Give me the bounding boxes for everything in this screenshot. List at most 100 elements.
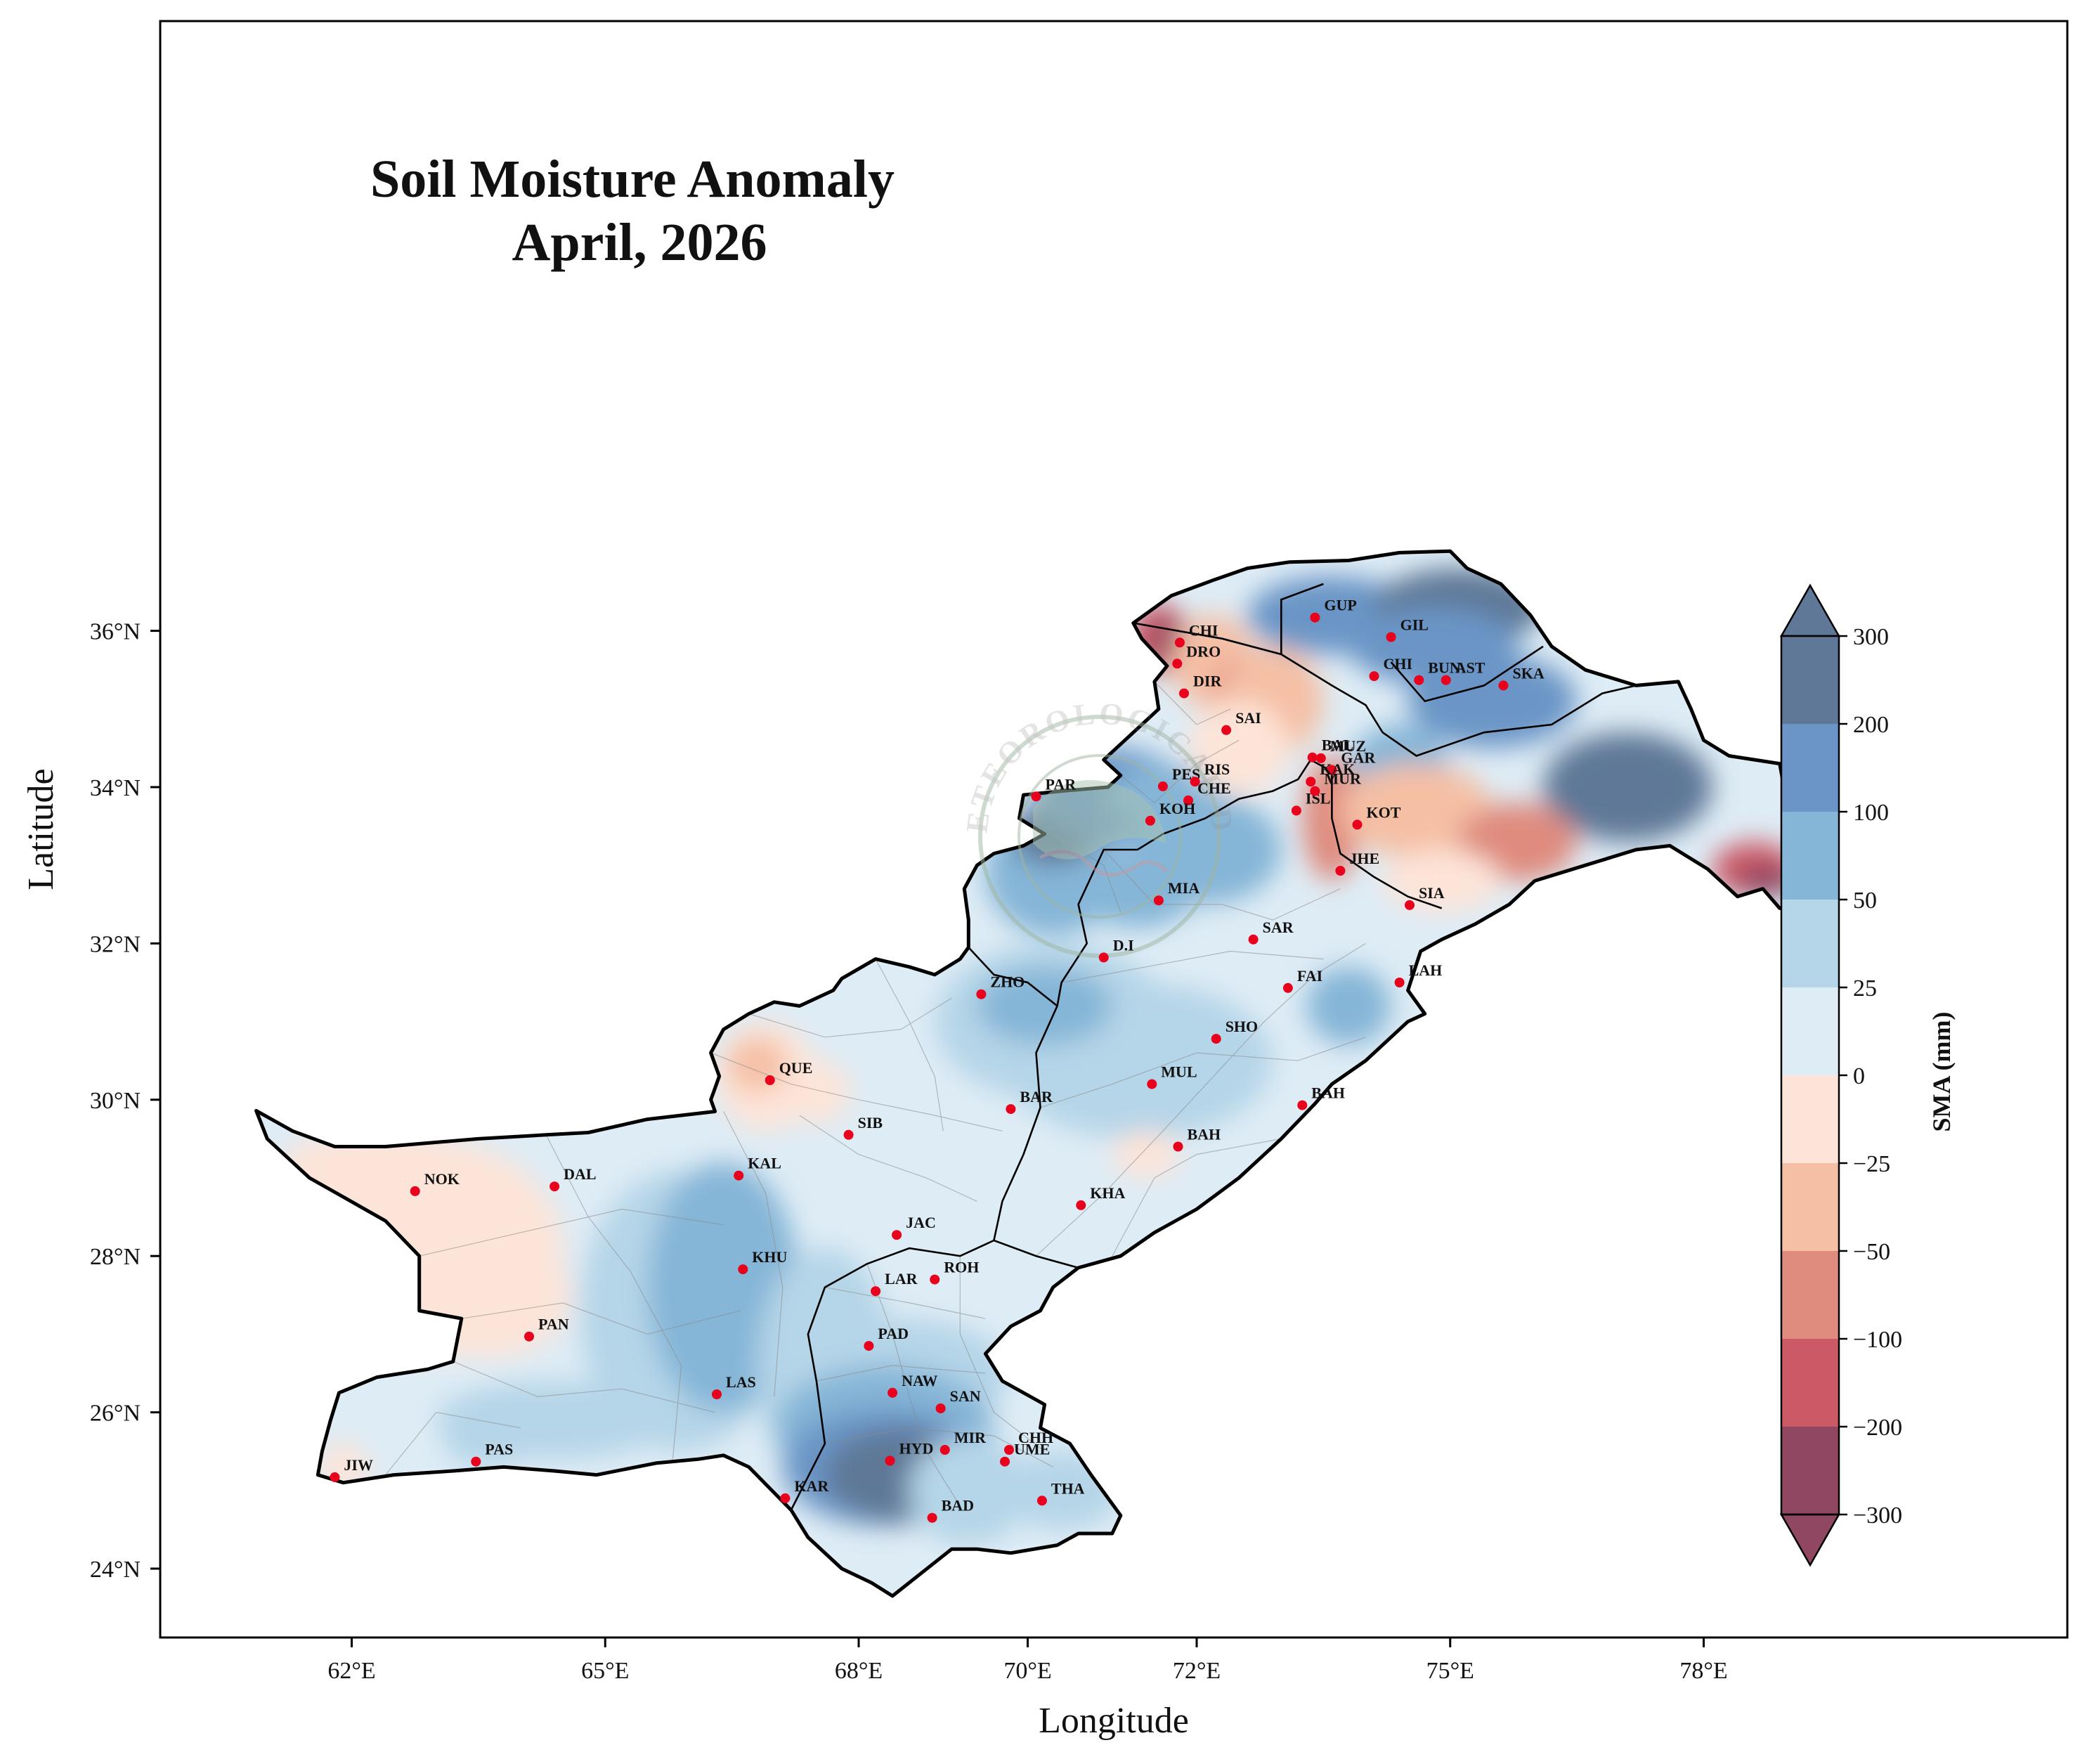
station-marker: THA [1036,1479,1085,1506]
station-label: PAD [878,1325,909,1342]
station-label: SAI [1235,709,1261,727]
station-label: KAL [748,1155,781,1172]
station-dot [1036,1496,1047,1506]
colorbar-segment [1781,1251,1839,1340]
station-marker: NOK [410,1170,460,1196]
station-marker: BAD [927,1497,974,1523]
district-boundaries [385,681,1366,1507]
station-dot [765,1075,775,1085]
station-label: BAH [1188,1126,1221,1143]
station-label: KAR [794,1477,829,1495]
station-label: KOT [1367,803,1401,821]
colorbar-segment [1781,900,1839,988]
y-tick-label: 28°N [90,1244,141,1270]
station-label: FAI [1297,967,1322,985]
station-dot [885,1455,895,1466]
station-label: NAW [902,1372,937,1389]
station-dot [927,1512,937,1523]
station-label: MIR [954,1429,987,1446]
station-label: CHI [1384,655,1413,673]
station-label: LAS [726,1373,756,1391]
station-label: MUZ [1330,737,1366,755]
station-dot [1369,671,1379,682]
station-marker: ISL [1291,789,1330,816]
station-label: D.I [1113,936,1134,954]
colorbar-tick-label: 200 [1853,712,1889,738]
station-label: SIB [858,1114,883,1131]
colorbar-tick-label: −300 [1853,1503,1902,1529]
station-marker: ROH [930,1259,979,1285]
station-dot [1172,659,1183,669]
station-dot [1310,612,1320,623]
station-marker: BAH [1173,1126,1221,1152]
colorbar-title: SMA (mm) [1927,1012,1956,1132]
station-dot [1174,637,1185,648]
station-marker: CHE [1183,779,1231,805]
map-title: Soil Moisture Anomaly [370,150,895,209]
station-dot [1307,752,1318,763]
station-marker: AST [1441,659,1485,685]
station-marker: SAI [1221,709,1261,735]
station-label: DAL [564,1165,596,1183]
station-label: RIS [1204,760,1230,778]
station-dot [1441,675,1451,685]
station-marker: LAS [712,1373,756,1399]
station-marker: SKA [1498,664,1545,691]
station-label: KOH [1159,800,1195,817]
station-label: CHE [1197,779,1231,797]
station-label: PAR [1046,775,1077,793]
station-dot [738,1264,748,1275]
station-marker: BAL [1307,737,1353,763]
station-label: SHO [1225,1018,1258,1035]
station-marker: GUP [1310,597,1357,623]
station-dot [1291,805,1301,816]
y-axis-ticks: 36°N 34°N 32°N 30°N 28°N 26°N 24°N [90,619,160,1583]
station-marker: MUR [1310,770,1362,796]
station-marker: PAR [1031,775,1077,802]
colorbar-tick-label: 100 [1853,800,1889,826]
station-label: JAC [906,1214,936,1231]
station-marker: QUE [765,1059,813,1085]
station-marker: KHU [738,1248,788,1275]
station-dot [1414,675,1424,685]
station-marker: SIB [843,1114,883,1140]
station-dot [888,1387,898,1398]
station-marker: SIA [1405,884,1445,910]
station-label: JIW [344,1456,373,1474]
station-dot [1386,632,1396,642]
station-dot [1394,978,1405,987]
station-label: JHE [1349,850,1379,867]
station-label: GIL [1400,616,1429,634]
station-marker: JHE [1335,850,1379,876]
colorbar-segment [1781,636,1839,725]
station-marker: JAC [892,1214,936,1240]
station-dot [330,1472,340,1482]
station-label: SAN [950,1387,981,1405]
colorbar-tick-label: 300 [1853,624,1889,650]
x-axis-title: Longitude [1039,1701,1189,1741]
station-marker: MIA [1153,879,1199,906]
station-dot [1327,765,1337,775]
x-tick-label: 62°E [327,1658,375,1684]
station-dot [1183,795,1193,805]
station-dot [892,1230,902,1240]
station-dot [1310,786,1320,796]
station-marker: PAN [524,1316,569,1342]
station-dot [930,1274,940,1285]
station-label: DIR [1193,673,1222,690]
station-label: LAH [1409,961,1443,979]
y-tick-label: 36°N [90,619,141,645]
station-dot [734,1170,744,1181]
station-label: CHI [1189,621,1218,639]
station-label: QUE [779,1059,813,1077]
x-tick-label: 65°E [581,1658,629,1684]
colorbar-segment [1781,987,1839,1076]
station-marker: KAL [734,1155,781,1181]
station-label: KHA [1090,1184,1125,1202]
station-label: BAR [1020,1088,1053,1105]
station-marker: HYD [885,1440,933,1466]
colorbar-tick-label: 25 [1853,975,1877,1001]
station-label: GAR [1341,749,1376,767]
